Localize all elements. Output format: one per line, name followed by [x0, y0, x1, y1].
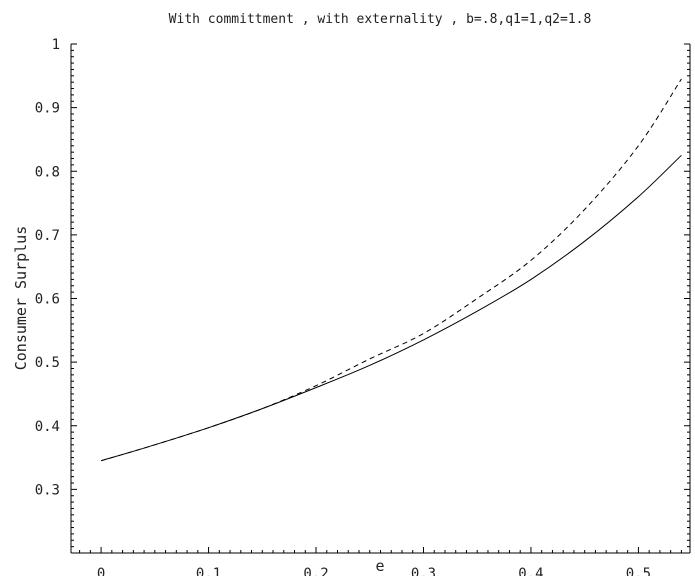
y-tick-label: 0.8 — [35, 164, 60, 180]
axes — [70, 44, 691, 554]
solid-series-line — [100, 154, 682, 462]
x-tick-label: 0.2 — [303, 566, 328, 576]
chart-title: With committment , with externality , b=… — [169, 12, 592, 27]
y-tick-label: 0.5 — [35, 355, 60, 371]
series — [100, 78, 682, 462]
y-axis-label: Consumer Surplus — [12, 226, 30, 371]
x-axis-label: e — [375, 557, 384, 575]
y-tick-label: 0.4 — [35, 419, 60, 435]
y-tick-label: 0.3 — [35, 482, 60, 498]
x-tick-label: 0.5 — [626, 566, 651, 576]
y-tick-label: 0.6 — [35, 292, 60, 308]
x-tick-label: 0.1 — [196, 566, 221, 576]
x-tick-label: 0 — [97, 566, 105, 576]
y-tick-label: 0.7 — [35, 228, 60, 244]
ticks: 0 0.1 0.2 0.3 0.4 0.5 0.3 0.4 0.5 0.6 0.7 0.8 0.9 1 — [35, 37, 690, 576]
y-tick-label: 0.9 — [35, 101, 60, 117]
dashed-series-line — [100, 78, 682, 462]
x-tick-label: 0.4 — [518, 566, 543, 576]
x-tick-label: 0.3 — [411, 566, 436, 576]
y-tick-label: 1 — [52, 37, 60, 53]
